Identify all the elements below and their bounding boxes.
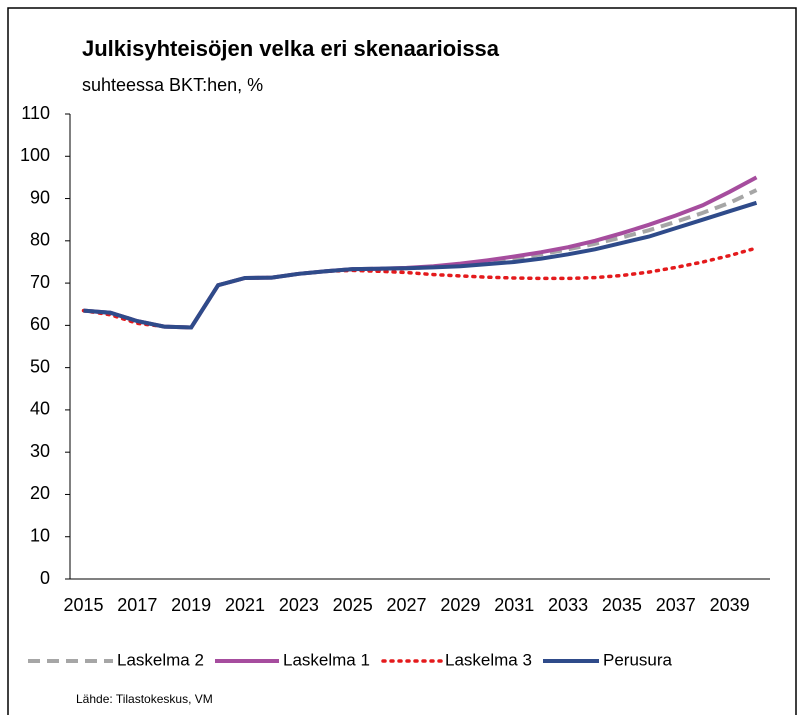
series-line [83,200,758,330]
x-tick-label: 2015 [63,595,103,615]
legend-label: Laskelma 1 [283,650,370,669]
y-tick-label: 110 [21,103,50,123]
legend-label: Laskelma 3 [445,650,532,669]
y-tick-label: 80 [30,230,50,250]
y-tick-label: 70 [30,272,50,292]
legend-label: Perusura [603,650,673,669]
x-tick-label: 2029 [440,595,480,615]
series-line [83,188,758,330]
x-tick-label: 2021 [225,595,265,615]
x-tick-label: 2037 [656,595,696,615]
x-tick-label: 2031 [494,595,534,615]
x-tick-label: 2023 [279,595,319,615]
x-tick-label: 2039 [710,595,750,615]
legend-label: Laskelma 2 [117,650,204,669]
x-tick-label: 2035 [602,595,642,615]
y-tick-label: 40 [30,399,50,419]
x-tick-label: 2017 [117,595,157,615]
y-tick-label: 60 [30,314,50,334]
x-tick-label: 2025 [333,595,373,615]
x-tick-label: 2027 [387,595,427,615]
frame [7,7,797,715]
x-tick-label: 2033 [548,595,588,615]
y-tick-label: 10 [30,525,50,545]
y-tick-label: 50 [30,356,50,376]
series-line [83,175,758,330]
y-tick-label: 20 [30,483,50,503]
x-tick-label: 2019 [171,595,211,615]
y-tick-label: 90 [30,187,50,207]
source: Lähde: Tilastokeskus, VM [76,692,213,706]
y-tick-label: 30 [30,441,50,461]
y-tick-label: 0 [40,568,50,588]
y-tick-label: 100 [20,145,50,165]
chart-title: Julkisyhteisöjen velka eri skenaarioissa [82,36,500,61]
chart-subtitle: suhteessa BKT:hen, % [82,75,263,95]
series-line [81,246,759,330]
